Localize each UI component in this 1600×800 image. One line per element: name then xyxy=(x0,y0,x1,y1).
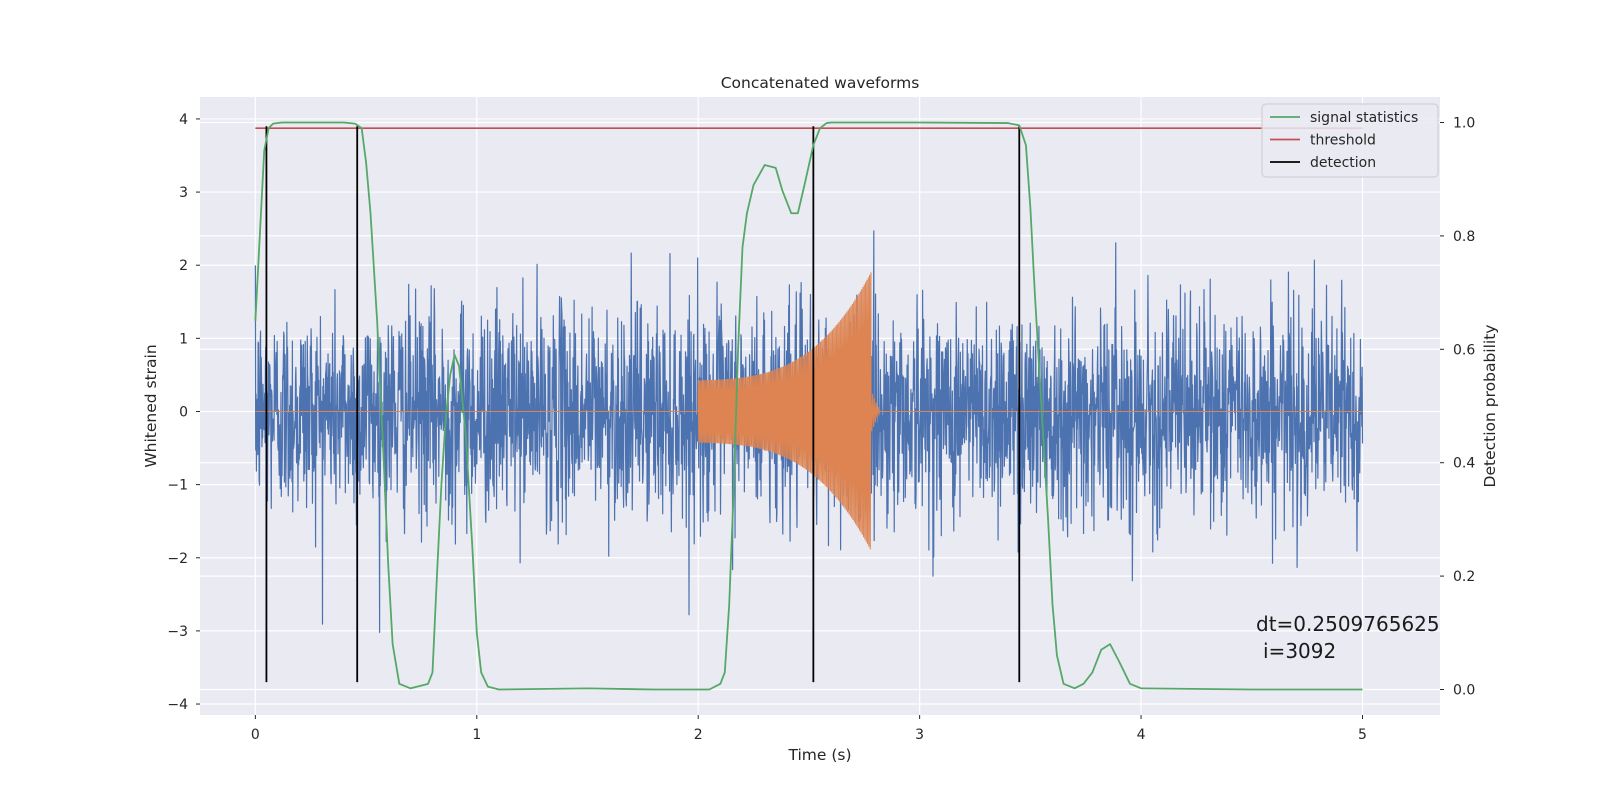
y-tick-label: 2 xyxy=(179,258,188,274)
legend-label: signal statistics xyxy=(1310,110,1418,126)
x-tick-label: 5 xyxy=(1358,727,1367,743)
detection-lines xyxy=(265,126,1021,683)
legend-frame xyxy=(1261,103,1439,178)
y-tick-label: −2 xyxy=(167,551,188,567)
y-tick-label: 3 xyxy=(179,185,188,201)
y-axis-label: Whitened strain xyxy=(142,344,160,467)
series-layer xyxy=(254,121,1364,691)
y2-tick-label: 0.8 xyxy=(1453,229,1475,245)
legend: signal statistics threshold detection xyxy=(1261,103,1439,178)
y2-tick-label: 0.2 xyxy=(1453,569,1475,585)
y2-tick-label: 0.0 xyxy=(1453,682,1475,698)
y2-tick-label: 0.4 xyxy=(1453,456,1475,472)
x-tick-label: 4 xyxy=(1137,727,1146,743)
y2-axis-label: Detection probability xyxy=(1481,325,1499,488)
legend-label: threshold xyxy=(1310,133,1376,149)
y-tick-label: −1 xyxy=(167,478,188,494)
series-injected-waveform xyxy=(255,272,1363,550)
y-tick-label: −3 xyxy=(167,624,188,640)
x-tick-label: 0 xyxy=(251,727,260,743)
chart-title: Concatenated waveforms xyxy=(721,74,920,92)
x-tick-label: 3 xyxy=(915,727,924,743)
y-tick-label: 0 xyxy=(179,404,188,420)
y-tick-label: 1 xyxy=(179,331,188,347)
dt-annotation: dt=0.2509765625 xyxy=(1256,612,1440,636)
y-tick-label: 4 xyxy=(179,112,188,128)
x-tick-label: 1 xyxy=(472,727,481,743)
y2-tick-label: 0.6 xyxy=(1453,342,1475,358)
axis-ticks: 0 1 2 3 4 5 4 3 2 1 0 −1 −2 −3 −4 1.0 0.8 0.6 0.4 0.2 0.0 xyxy=(167,112,1475,743)
legend-label: detection xyxy=(1310,155,1376,171)
index-annotation: i=3092 xyxy=(1263,639,1336,663)
x-axis-label: Time (s) xyxy=(787,746,851,764)
x-tick-label: 2 xyxy=(694,727,703,743)
series-signal-statistics xyxy=(254,121,1363,691)
y-tick-label: −4 xyxy=(167,697,188,713)
y2-tick-label: 1.0 xyxy=(1453,116,1475,132)
